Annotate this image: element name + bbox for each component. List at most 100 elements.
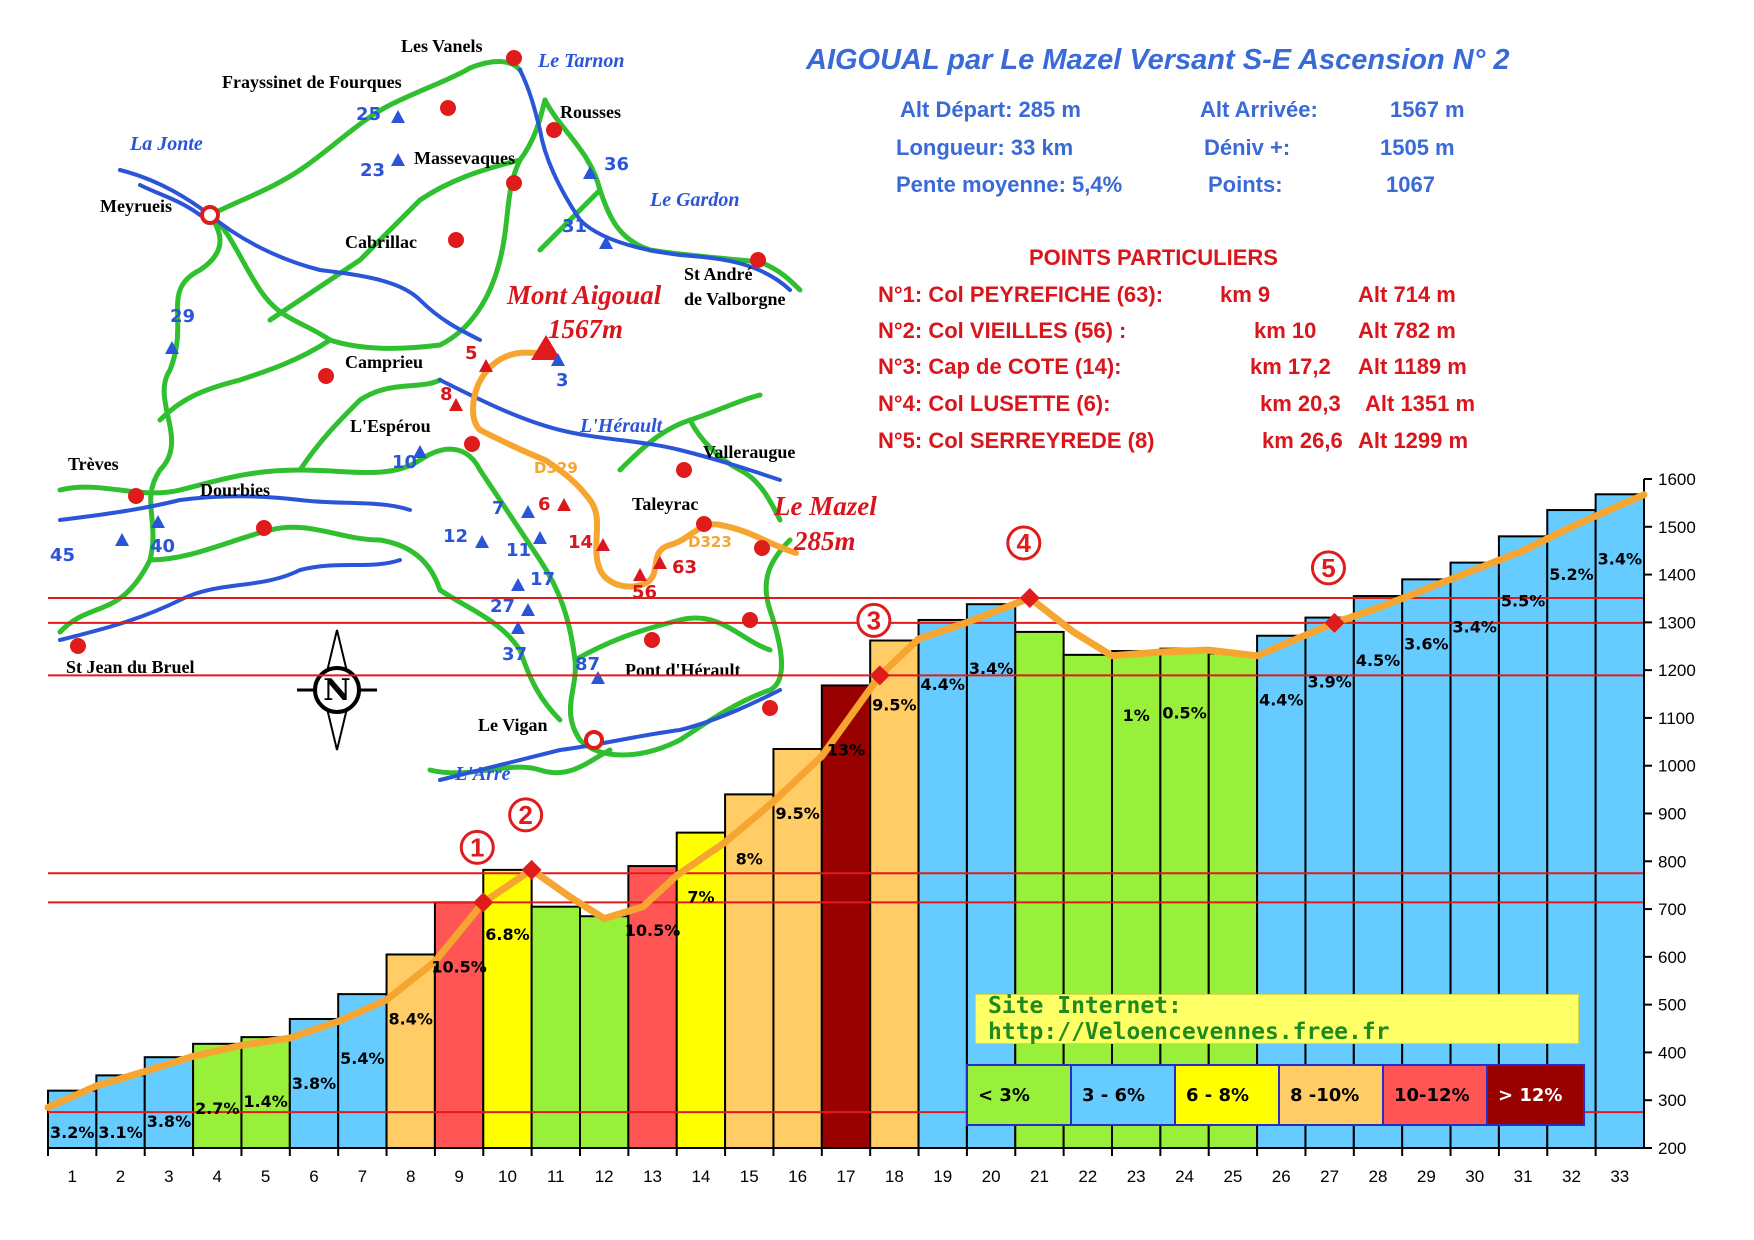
- x-tick-label: 16: [788, 1167, 807, 1186]
- gradient-label: 0.5%: [1162, 704, 1206, 723]
- point-particulier-name: N°5: Col SERREYREDE (8): [878, 428, 1155, 453]
- gradient-label: 6.8%: [485, 925, 529, 944]
- map-red-triangle-icon: [557, 498, 571, 511]
- x-tick-label: 5: [261, 1167, 270, 1186]
- x-tick-label: 7: [358, 1167, 367, 1186]
- col-marker-diamond-icon: [473, 892, 494, 913]
- profile-line: [44, 491, 1648, 1111]
- gradient-label: 13%: [827, 740, 865, 759]
- gradient-label: 3.4%: [1598, 549, 1642, 568]
- elevation-bar: [482, 868, 533, 1149]
- map-red-number: 56: [632, 582, 657, 603]
- col-marker-circle: [459, 829, 495, 865]
- map-blue-triangle-icon: [151, 515, 165, 528]
- gradient-label: 4.4%: [1259, 691, 1303, 710]
- map-place-label: Taleyrac: [632, 494, 698, 514]
- map-place-label: Frayssinet de Fourques: [222, 72, 402, 92]
- point-particulier-name: N°1: Col PEYREFICHE (63):: [878, 282, 1164, 307]
- gradient-legend: < 3% 3 - 6% 6 - 8% 8 -10% 10-12% > 12%: [966, 1064, 1585, 1126]
- point-particulier-name: N°4: Col LUSETTE (6):: [878, 391, 1111, 416]
- y-tick-label: 1600: [1658, 470, 1696, 489]
- page-title: AIGOUAL par Le Mazel Versant S-E Ascensi…: [806, 44, 1510, 76]
- map-blue-number: 40: [150, 536, 175, 557]
- map-river-label: Le Gardon: [649, 189, 739, 211]
- elevation-bar: [240, 1036, 291, 1149]
- x-tick-label: 1: [67, 1167, 76, 1186]
- elevation-chart: 2003004005006007008009001000110012001300…: [44, 470, 1696, 1186]
- point-particulier-name: N°2: Col VIEILLES (56) :: [878, 318, 1127, 343]
- x-tick-label: 14: [691, 1167, 710, 1186]
- y-tick-label: 1200: [1658, 661, 1696, 680]
- x-tick-label: 22: [1078, 1167, 1097, 1186]
- elevation-bar: [1594, 493, 1645, 1149]
- elevation-bar: [433, 901, 485, 1149]
- elevation-bar: [917, 618, 968, 1149]
- gradient-label: 1%: [1123, 706, 1150, 725]
- points-label: Points:: [1208, 172, 1283, 197]
- route-map: Les Vanels Frayssinet de Fourques Rousses M…: [50, 36, 877, 785]
- legend-item: > 12%: [1488, 1066, 1583, 1124]
- map-town-dot-icon: [440, 100, 456, 116]
- gradient-label: 10.5%: [431, 957, 487, 976]
- x-tick-label: 12: [595, 1167, 614, 1186]
- map-place-label: L'Espérou: [350, 416, 431, 436]
- map-blue-triangle-icon: [533, 531, 547, 544]
- map-town-dot-icon: [256, 520, 272, 536]
- site-internet: Site Internet: http://Veloencevennes.fre…: [975, 993, 1579, 1045]
- map-place-label: Meyrueis: [100, 196, 172, 216]
- x-tick-label: 15: [740, 1167, 759, 1186]
- map-road-label: D329: [534, 459, 578, 477]
- map-blue-number: 27: [490, 596, 515, 617]
- x-tick-label: 19: [933, 1167, 952, 1186]
- map-red-number: 6: [538, 494, 551, 515]
- map-town-dot-icon: [696, 516, 712, 532]
- gradient-label: 4.5%: [1356, 651, 1400, 670]
- legend-item: 3 - 6%: [1072, 1066, 1176, 1124]
- points-particuliers-heading: POINTS PARTICULIERS: [1029, 245, 1278, 270]
- col-marker-circle: [1310, 550, 1346, 586]
- map-place-label: Pont d'Hérault: [625, 660, 741, 680]
- map-red-triangle-icon: [479, 359, 493, 372]
- map-blue-number: 3: [556, 370, 569, 391]
- map-blue-triangle-icon: [475, 535, 489, 548]
- deniv-label: Déniv +:: [1204, 135, 1291, 160]
- map-river-label: L'Hérault: [579, 415, 664, 437]
- map-place-label: de Valborgne: [684, 289, 786, 309]
- col-marker-number: 5: [1321, 553, 1335, 583]
- elevation-bar: [192, 1042, 243, 1150]
- summit-alt: 1567m: [548, 314, 623, 344]
- map-place-label: Trèves: [68, 454, 119, 474]
- gradient-label: 3.8%: [147, 1112, 191, 1131]
- map-place-label: Dourbies: [200, 480, 270, 500]
- summit-name: Mont Aigoual: [506, 280, 662, 310]
- map-blue-triangle-icon: [165, 341, 179, 354]
- elevation-bar: [675, 831, 727, 1149]
- x-tick-label: 30: [1465, 1167, 1484, 1186]
- map-blue-number: 23: [360, 160, 385, 181]
- gradient-label: 9.5%: [872, 696, 916, 715]
- elevation-bar: [1256, 634, 1307, 1149]
- x-tick-label: 25: [1223, 1167, 1242, 1186]
- map-blue-number: 11: [506, 540, 531, 561]
- x-tick-label: 20: [982, 1167, 1001, 1186]
- elevation-bar: [724, 793, 775, 1150]
- col-marker-number: 3: [867, 605, 881, 635]
- map-place-label: Rousses: [560, 102, 621, 122]
- map-blue-triangle-icon: [391, 153, 405, 166]
- point-particulier-km: km 20,3: [1260, 391, 1341, 416]
- y-tick-label: 800: [1658, 852, 1686, 871]
- map-place-label: St Jean du Bruel: [66, 657, 195, 677]
- y-tick-label: 400: [1658, 1043, 1686, 1062]
- gradient-label: 3.9%: [1307, 673, 1351, 692]
- map-blue-number: 25: [356, 104, 381, 125]
- y-tick-label: 700: [1658, 900, 1686, 919]
- point-particulier-name: N°3: Cap de COTE (14):: [878, 354, 1122, 379]
- map-place-label: Massevaques: [414, 148, 515, 168]
- map-town-dot-icon: [676, 462, 692, 478]
- map-blue-triangle-icon: [115, 533, 129, 546]
- col-marker-diamond-icon: [1019, 587, 1040, 608]
- map-blue-number: 31: [562, 216, 587, 237]
- map-red-number: 63: [672, 557, 697, 578]
